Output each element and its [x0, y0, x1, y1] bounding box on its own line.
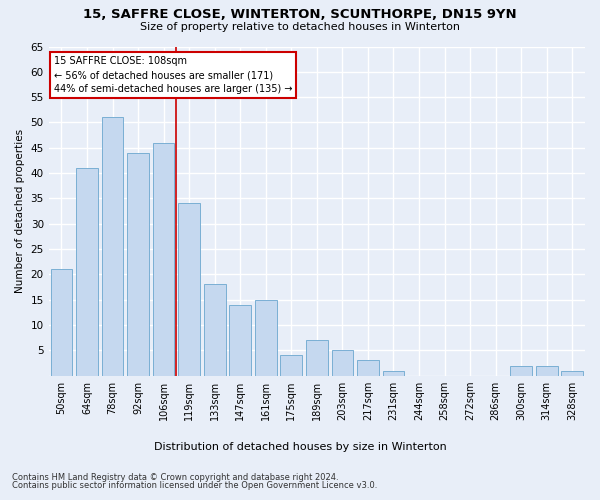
Y-axis label: Number of detached properties: Number of detached properties	[15, 129, 25, 293]
Bar	[306, 340, 328, 376]
Text: 15, SAFFRE CLOSE, WINTERTON, SCUNTHORPE, DN15 9YN: 15, SAFFRE CLOSE, WINTERTON, SCUNTHORPE,…	[83, 8, 517, 20]
Bar	[101, 118, 124, 376]
Bar	[178, 204, 200, 376]
Bar	[357, 360, 379, 376]
Bar	[383, 370, 404, 376]
Text: Contains public sector information licensed under the Open Government Licence v3: Contains public sector information licen…	[12, 481, 377, 490]
Bar	[76, 168, 98, 376]
Text: Size of property relative to detached houses in Winterton: Size of property relative to detached ho…	[140, 22, 460, 32]
Text: Contains HM Land Registry data © Crown copyright and database right 2024.: Contains HM Land Registry data © Crown c…	[12, 472, 338, 482]
Bar	[153, 142, 175, 376]
Bar	[280, 356, 302, 376]
Bar	[562, 370, 583, 376]
Bar	[536, 366, 557, 376]
Text: 15 SAFFRE CLOSE: 108sqm
← 56% of detached houses are smaller (171)
44% of semi-d: 15 SAFFRE CLOSE: 108sqm ← 56% of detache…	[54, 56, 293, 94]
Bar	[510, 366, 532, 376]
Text: Distribution of detached houses by size in Winterton: Distribution of detached houses by size …	[154, 442, 446, 452]
Bar	[229, 304, 251, 376]
Bar	[204, 284, 226, 376]
Bar	[127, 153, 149, 376]
Bar	[255, 300, 277, 376]
Bar	[332, 350, 353, 376]
Bar	[50, 270, 72, 376]
